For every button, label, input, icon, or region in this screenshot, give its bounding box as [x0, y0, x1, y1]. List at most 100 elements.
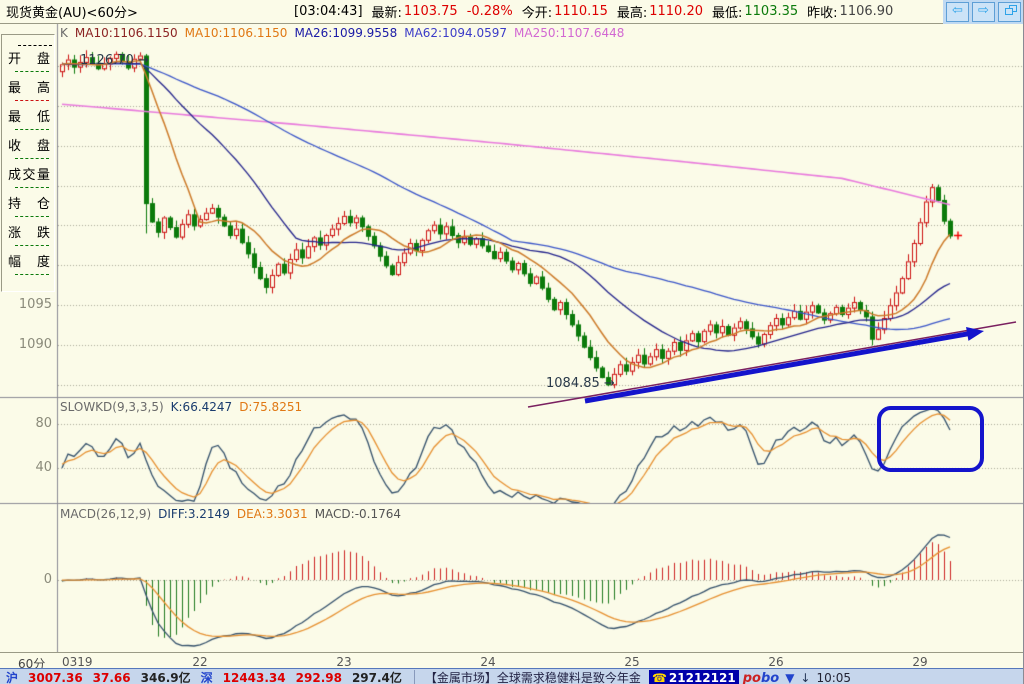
macd-zero-label: 0: [43, 572, 52, 587]
sidebar-empty-value: [15, 158, 49, 159]
quote-field-10: 1103.35: [744, 4, 799, 19]
x-tick-22: 22: [192, 655, 208, 669]
down-arrow-icon: ↓: [800, 671, 811, 684]
market-field-3: 346.9亿: [140, 671, 191, 684]
sidebar-field-label: 持仓: [8, 197, 50, 212]
kd-highlight-box[interactable]: [877, 406, 984, 472]
sidebar-row-7: 幅度: [2, 254, 54, 283]
sidebar-empty-value: [15, 71, 49, 72]
quote-field-0: 现货黄金(AU)<60分>: [6, 6, 138, 21]
arrow-right-icon: →: [137, 53, 149, 68]
sidebar-empty-value: [18, 45, 52, 46]
market-field-2: 37.66: [92, 671, 131, 684]
macd-header-item-1: DIFF:3.2149: [158, 507, 230, 521]
chart-canvas[interactable]: [0, 24, 1024, 652]
sidebar-row-5: 持仓: [2, 196, 54, 225]
top-quote-bar: 现货黄金(AU)<60分> [03:04:43] 最新: 1103.75 -0.28% 今…: [0, 0, 1024, 24]
market-field-7: 297.4亿: [351, 671, 402, 684]
x-axis-row: 60分 0319 22 23 24 25 26 29: [0, 652, 1024, 671]
status-market: 沪 3007.36 37.66 346.9亿深 12443.34 292.98 297.4亿: [6, 670, 412, 684]
sidebar-row-0: 开盘: [2, 51, 54, 80]
phone-icon: ☎: [651, 671, 667, 684]
quote-field-2: 最新:: [371, 6, 402, 21]
x-tick-29: 29: [912, 655, 928, 669]
kd-grid-label-40: 40: [35, 460, 52, 475]
legend-item-5: MA250:1107.6448: [514, 26, 625, 40]
back-button[interactable]: ⇦: [946, 1, 969, 22]
quote-field-1: [03:04:43]: [294, 4, 363, 19]
legend-item-2: MA10:1106.1150: [184, 26, 288, 40]
quote-field-12: 1106.90: [839, 4, 894, 19]
macd-header: MACD(26,12,9) DIFF:3.2149 DEA:3.3031 MACD:-…: [60, 507, 408, 521]
sidebar-empty-value: [15, 274, 49, 275]
sidebar-empty-value: [15, 216, 49, 217]
kd-header-item-2: D:75.8251: [239, 400, 303, 414]
macd-header-item-2: DEA:3.3031: [236, 507, 308, 521]
sidebar-field-label: 最低: [8, 110, 50, 125]
kd-header-item-0: SLOWKD(9,3,3,5): [60, 400, 164, 414]
price-label-1090: 1090: [18, 337, 52, 352]
sidebar-empty-value: [15, 245, 49, 246]
market-field-5: 12443.34: [222, 671, 286, 684]
kd-grid-label-80: 80: [35, 416, 52, 431]
dropdown-button[interactable]: ▼: [785, 671, 795, 684]
x-tick-0319: 0319: [62, 655, 93, 669]
arrow-left-icon: ⇦: [952, 2, 963, 18]
x-tick-24: 24: [480, 655, 496, 669]
sidebar-field-label: 成交量: [8, 168, 50, 183]
quote-field-3: 1103.75: [403, 4, 458, 19]
kd-header-item-1: K:66.4247: [170, 400, 233, 414]
pobo-logo-left: po: [742, 671, 761, 684]
sidebar-row-6: 涨跌: [2, 225, 54, 254]
quote-field-11: 昨收:: [807, 6, 838, 21]
period-label: 60分: [18, 657, 46, 671]
news-ticker[interactable]: 【金属市场】全球需求稳健料是致今年金: [424, 671, 641, 684]
sidebar-field-label: 收盘: [8, 139, 50, 154]
kd-header: SLOWKD(9,3,3,5) K:66.4247 D:75.8251: [60, 400, 309, 414]
quote-sidebar: 开盘最高最低收盘成交量持仓涨跌幅度: [1, 34, 55, 292]
quote-field-4: -0.28%: [466, 4, 513, 19]
swing-low-value: 1084.85: [546, 376, 600, 391]
market-field-4: 深: [200, 671, 213, 684]
x-tick-23: 23: [336, 655, 352, 669]
macd-header-item-0: MACD(26,12,9): [60, 507, 152, 521]
cascade-windows-button[interactable]: [998, 1, 1021, 22]
legend-item-3: MA26:1099.9558: [294, 26, 398, 40]
sidebar-row-2: 最低: [2, 109, 54, 138]
forward-button[interactable]: ⇨: [972, 1, 995, 22]
swing-low-label[interactable]: 1084.85 →: [546, 376, 615, 391]
legend-item-4: MA62:1094.0597: [404, 26, 507, 40]
sidebar-empty-value: [15, 129, 49, 130]
quote-field-7: 最高:: [616, 6, 648, 21]
sidebar-row-1: 最高: [2, 80, 54, 109]
status-clock: 10:05: [816, 671, 852, 684]
market-field-6: 292.98: [295, 671, 342, 684]
status-bar: 沪 3007.36 37.66 346.9亿深 12443.34 292.98 297.4亿…: [0, 668, 1024, 684]
legend-item-0: K: [60, 26, 68, 40]
quote-field-5: 今开:: [521, 6, 553, 21]
sidebar-field-label: 涨跌: [8, 226, 50, 241]
swing-high-label[interactable]: 1126.70 →: [80, 53, 149, 68]
arrow-right-icon: ⇨: [978, 2, 989, 18]
window-button-strip: ⇦ ⇨: [943, 0, 1024, 24]
sidebar-row-4: 成交量: [2, 167, 54, 196]
quote-field-8: 1110.20: [649, 4, 703, 19]
x-tick-25: 25: [624, 655, 640, 669]
hotline-number: 21212121: [668, 671, 736, 684]
quote-fields: 现货黄金(AU)<60分> [03:04:43] 最新: 1103.75 -0.28% 今…: [6, 2, 943, 21]
quote-field-6: 1110.15: [554, 4, 608, 19]
status-divider: [413, 670, 415, 684]
sidebar-field-label: 开盘: [8, 52, 50, 67]
pobo-logo: pobo: [743, 670, 780, 684]
main-legend: K MA10:1106.1150 MA10:1106.1150 MA26:1099.9…: [60, 26, 631, 40]
cascade-windows-icon: [1005, 4, 1017, 16]
macd-header-item-3: MACD:-0.1764: [314, 507, 402, 521]
quote-field-9: 最低:: [712, 6, 743, 21]
market-field-0: 沪: [6, 671, 19, 684]
sidebar-field-label: 最高: [8, 81, 50, 96]
price-label-1095: 1095: [18, 297, 52, 312]
market-field-1: 3007.36: [28, 671, 83, 684]
sidebar-field-label: 幅度: [8, 255, 50, 270]
x-tick-26: 26: [768, 655, 784, 669]
sidebar-empty-value: [15, 187, 49, 188]
